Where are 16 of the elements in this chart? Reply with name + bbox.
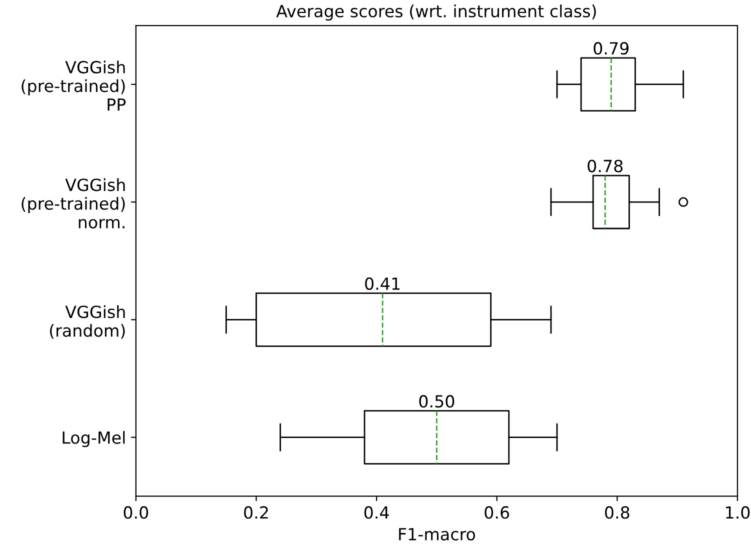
x-tick-label: 0.2 bbox=[244, 506, 268, 519]
x-tick-label: 0.8 bbox=[605, 506, 630, 519]
x-tick-label: 0.4 bbox=[364, 506, 389, 519]
text: 0.41 bbox=[365, 277, 400, 290]
x-tick-label: 1.0 bbox=[726, 506, 750, 519]
y-tick-label: VGGish (pre-trained) PP bbox=[22, 60, 126, 111]
y-tick-label: VGGish (random) bbox=[50, 305, 125, 339]
text: 0.50 bbox=[419, 395, 454, 408]
x-axis-title: F1-macro bbox=[399, 528, 476, 540]
chart-title: Average scores (wrt. instrument class) bbox=[276, 4, 596, 21]
text: 0.79 bbox=[594, 42, 629, 55]
x-tick-label: 0.0 bbox=[124, 506, 148, 519]
y-tick-label: VGGish (pre-trained) norm. bbox=[22, 178, 125, 229]
text: 0.78 bbox=[588, 160, 623, 172]
x-tick-label: 0.6 bbox=[484, 506, 510, 519]
y-tick-label: Log-Mel bbox=[62, 431, 125, 448]
